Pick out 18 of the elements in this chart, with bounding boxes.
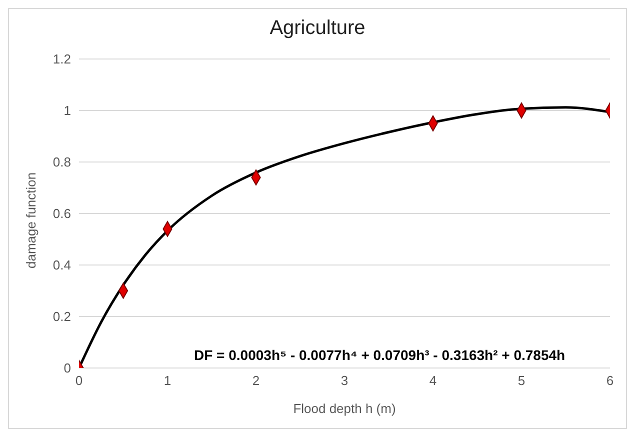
x-tick-label: 2	[252, 373, 260, 388]
chart-title: Agriculture	[268, 17, 366, 40]
y-tick-label: 0.2	[52, 309, 71, 324]
y-tick-label: 0.8	[52, 154, 71, 170]
annotation: DF = 0.0003h⁵ - 0.0077h⁴ + 0.0709h³ - 0.3163h² + 0.7854h	[194, 347, 566, 363]
y-tick-label: 1	[64, 103, 71, 118]
y-axis-title: damage function	[24, 172, 39, 268]
x-tick-label: 5	[518, 373, 526, 388]
y-tick-label: 0	[64, 360, 71, 376]
y-tick-label: 0.6	[52, 206, 71, 222]
x-tick-label: 0	[75, 373, 83, 388]
y-tick-label: 1.2	[52, 52, 71, 67]
x-tick-label: 1	[164, 373, 172, 388]
x-tick-label: 4	[429, 373, 437, 388]
y-tick-label: 0.4	[52, 258, 71, 273]
x-axis-title: Flood depth h (m)	[293, 401, 396, 416]
x-tick-label: 3	[340, 373, 348, 388]
x-tick-label: 6	[606, 373, 614, 388]
